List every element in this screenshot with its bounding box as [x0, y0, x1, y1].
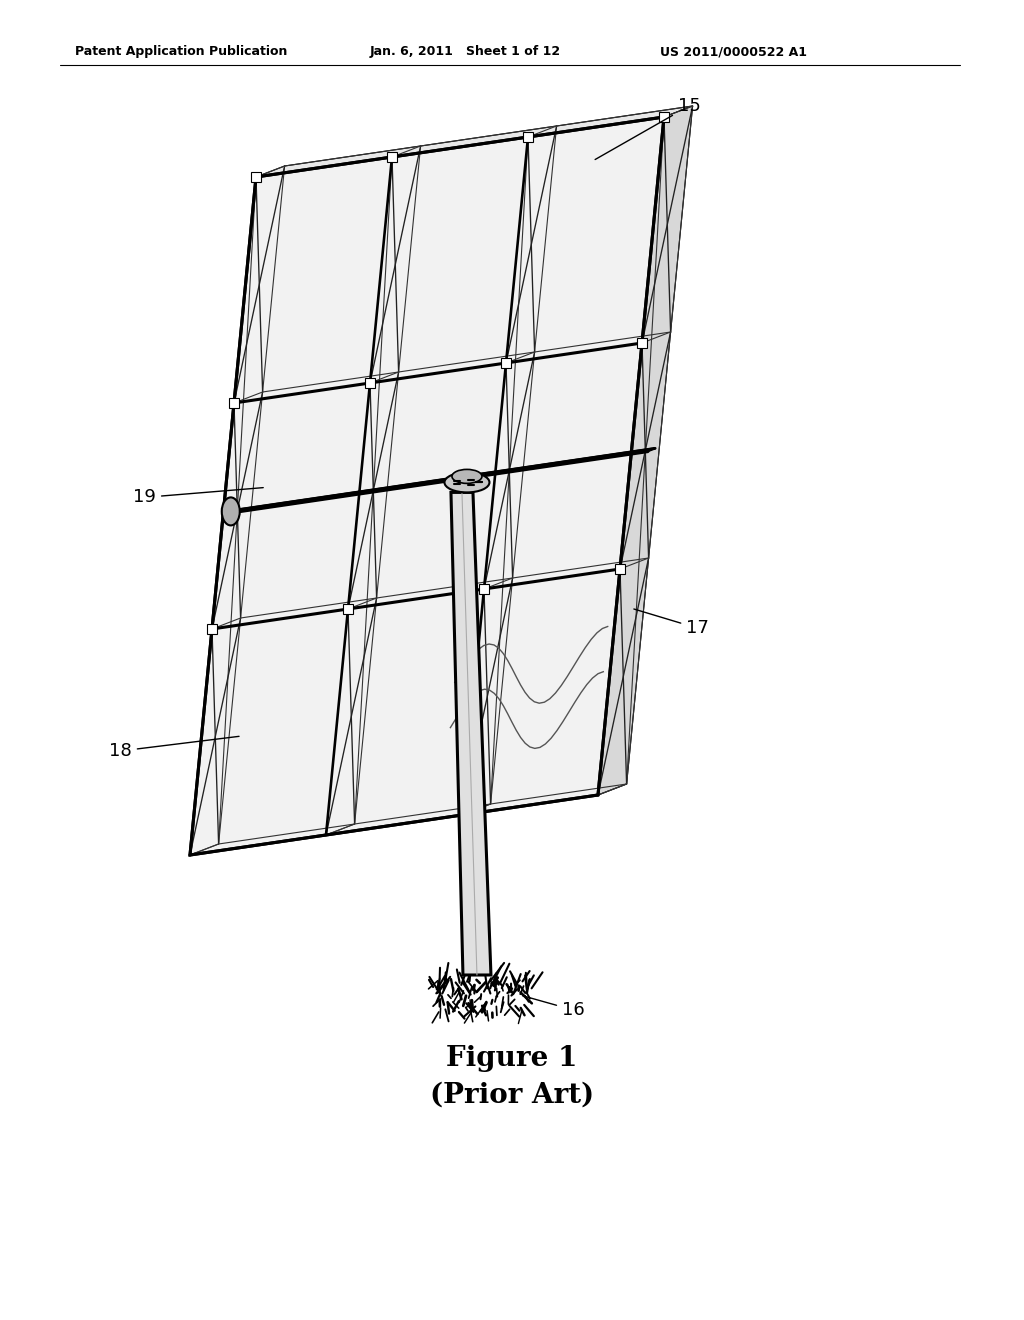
Polygon shape	[226, 449, 655, 513]
Text: 16: 16	[522, 995, 585, 1019]
Bar	[251, 172, 261, 182]
Bar	[387, 152, 397, 162]
Bar	[501, 358, 511, 368]
Polygon shape	[484, 343, 642, 589]
Polygon shape	[348, 363, 506, 609]
Polygon shape	[326, 589, 484, 836]
Bar	[343, 605, 353, 614]
Text: US 2011/0000522 A1: US 2011/0000522 A1	[660, 45, 807, 58]
Ellipse shape	[444, 473, 489, 492]
Polygon shape	[234, 157, 392, 403]
Bar	[207, 624, 217, 634]
Ellipse shape	[222, 498, 240, 525]
Polygon shape	[256, 106, 692, 177]
Polygon shape	[190, 609, 348, 855]
Bar	[637, 338, 647, 348]
Polygon shape	[451, 492, 490, 975]
Text: Figure 1: Figure 1	[446, 1044, 578, 1072]
Bar	[229, 399, 239, 408]
Polygon shape	[212, 383, 370, 630]
Ellipse shape	[452, 470, 482, 483]
Bar	[615, 564, 625, 574]
Text: 15: 15	[595, 96, 700, 160]
Polygon shape	[462, 569, 620, 814]
Polygon shape	[598, 106, 692, 795]
Bar	[523, 132, 534, 143]
Text: 19: 19	[133, 487, 263, 507]
Polygon shape	[506, 117, 664, 363]
Bar	[479, 583, 489, 594]
Text: 17: 17	[634, 609, 709, 638]
Text: (Prior Art): (Prior Art)	[430, 1081, 594, 1109]
Text: Patent Application Publication: Patent Application Publication	[75, 45, 288, 58]
Bar	[365, 378, 375, 388]
Text: 18: 18	[109, 737, 239, 760]
Bar	[659, 112, 669, 121]
Polygon shape	[370, 137, 528, 383]
Text: Jan. 6, 2011   Sheet 1 of 12: Jan. 6, 2011 Sheet 1 of 12	[370, 45, 561, 58]
